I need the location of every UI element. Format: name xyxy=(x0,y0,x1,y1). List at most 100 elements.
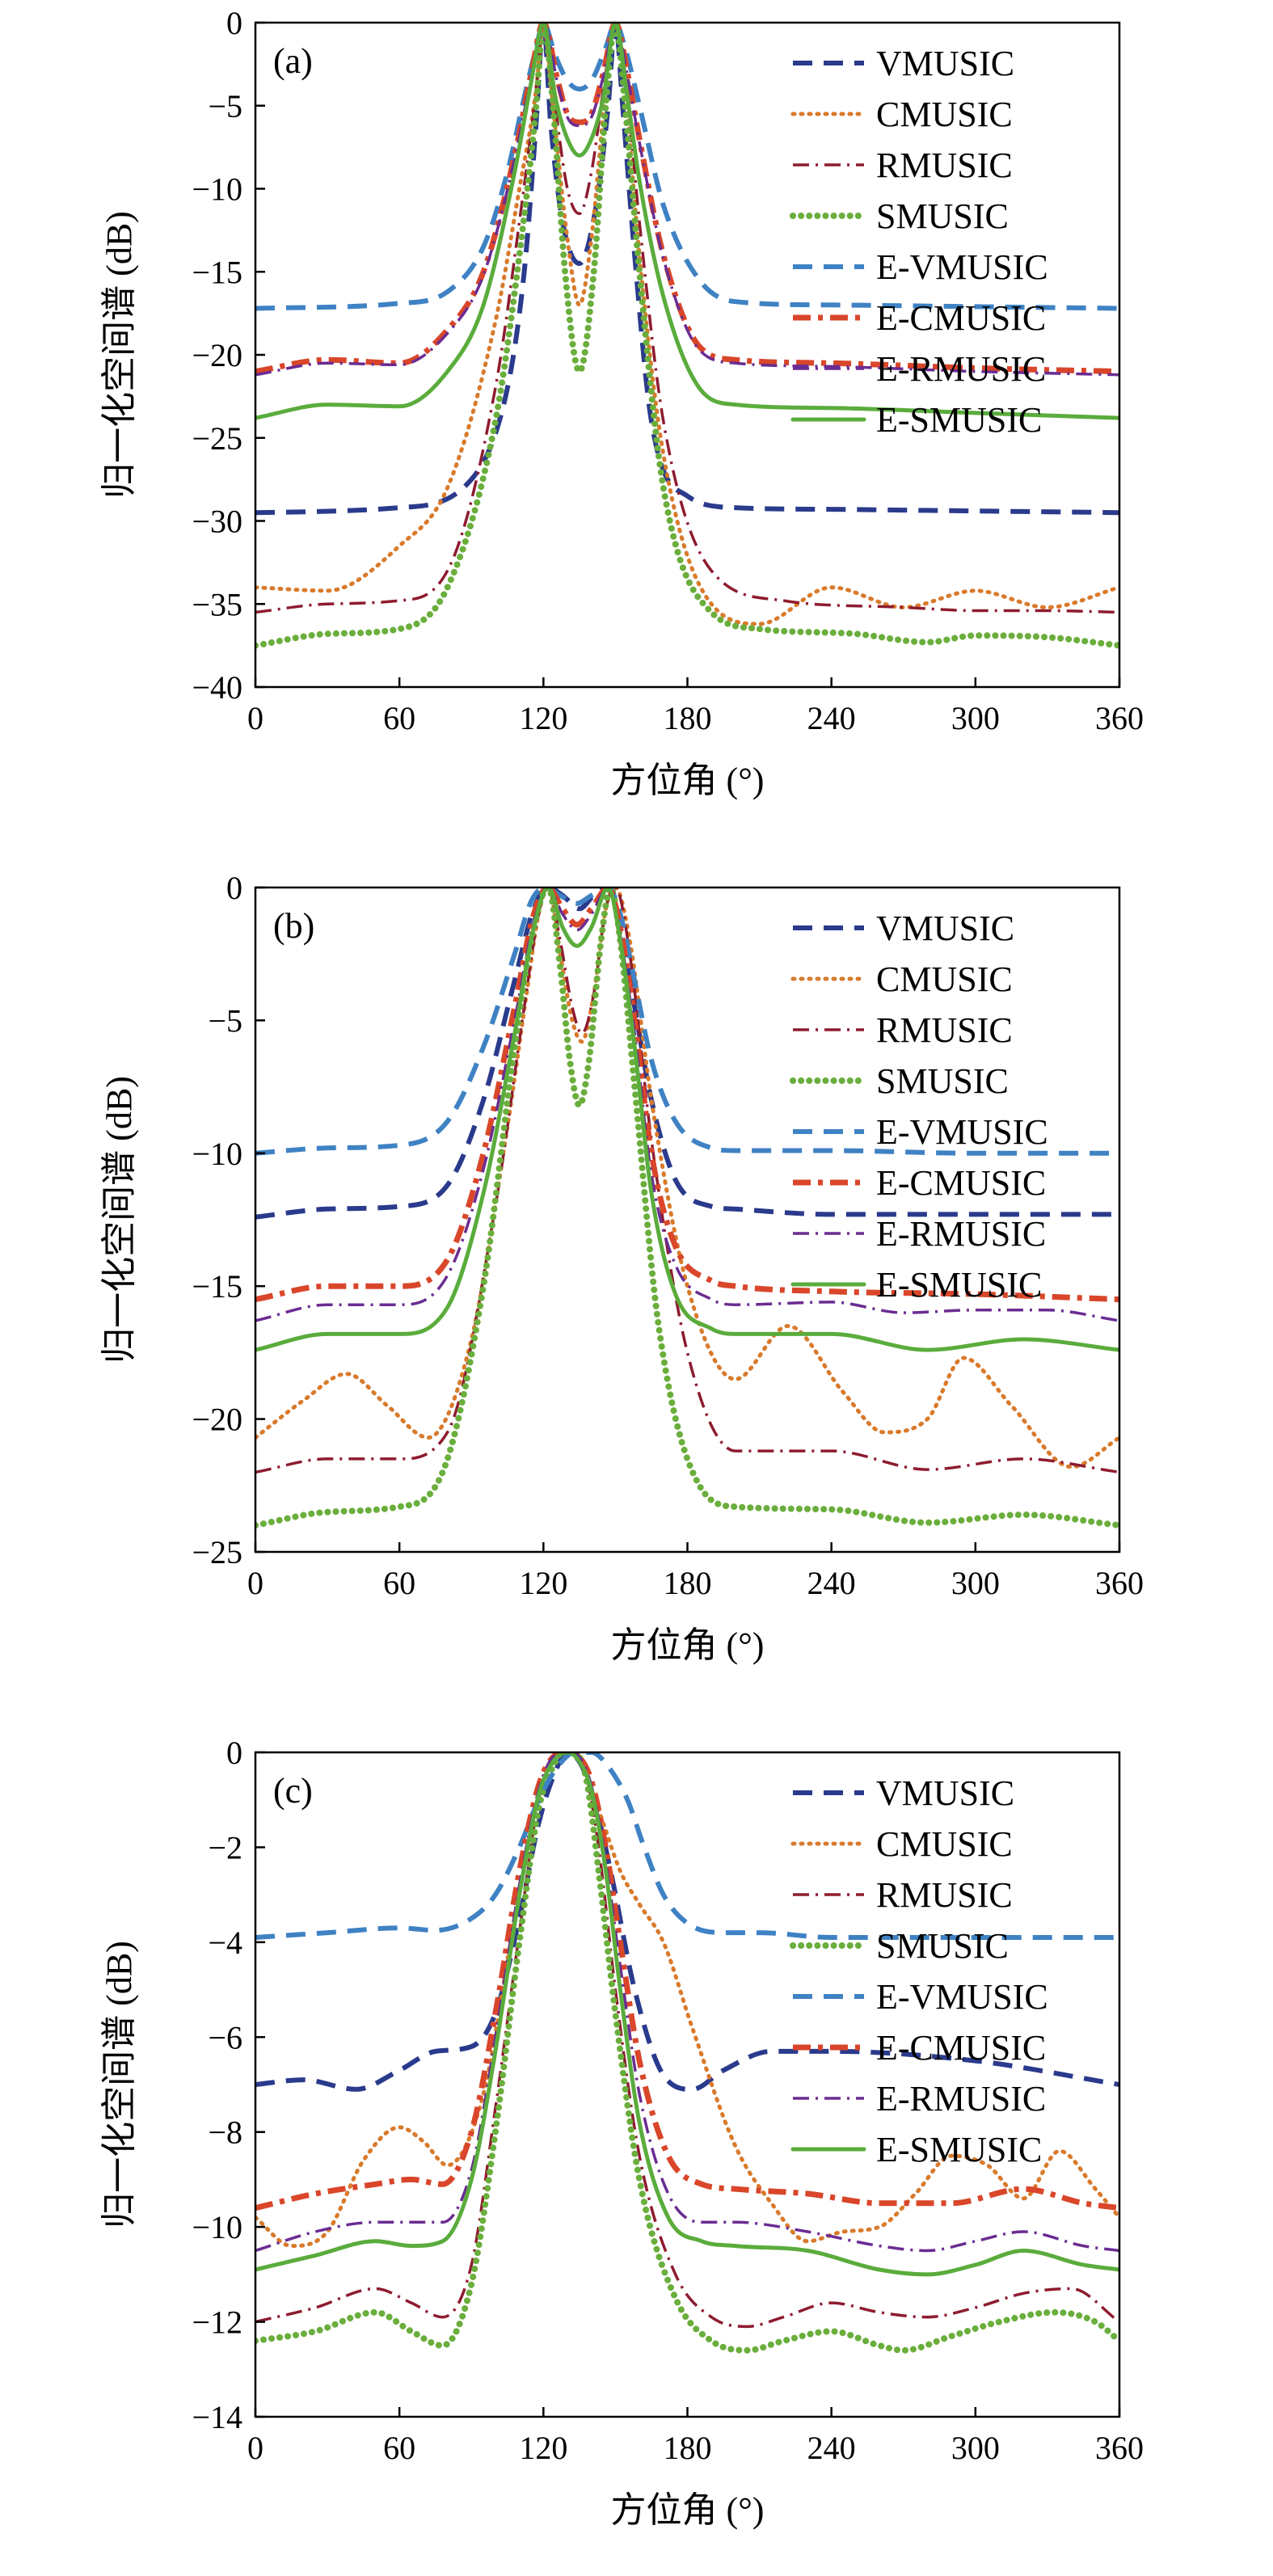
legend-label: E-SMUSIC xyxy=(876,1265,1042,1305)
legend-item-e-smusic: E-SMUSIC xyxy=(790,2130,1042,2169)
legend: VMUSIC CMUSIC RMUSIC SMUSIC E-VMUSIC E-CMUSIC… xyxy=(790,1773,1048,2169)
legend-label: E-CMUSIC xyxy=(876,2028,1046,2068)
legend-label: RMUSIC xyxy=(876,1875,1013,1915)
legend-label: E-SMUSIC xyxy=(876,400,1042,440)
series-line-cmusic xyxy=(255,1752,1119,2249)
x-tick-label: 300 xyxy=(951,2430,1000,2466)
legend-item-e-vmusic: E-VMUSIC xyxy=(793,247,1048,287)
x-tick-label: 240 xyxy=(807,1565,856,1601)
x-tick-label: 180 xyxy=(664,1565,712,1601)
x-tick-label: 360 xyxy=(1095,700,1144,736)
y-tick-label: −20 xyxy=(192,337,242,373)
x-tick-label: 0 xyxy=(247,700,263,736)
legend-item-e-rmusic: E-RMUSIC xyxy=(793,1214,1046,1254)
x-tick-label: 360 xyxy=(1095,2430,1144,2466)
y-tick-label: −5 xyxy=(208,1002,242,1039)
legend-label: E-VMUSIC xyxy=(876,247,1048,287)
panel-label: (a) xyxy=(273,41,313,81)
legend-item-rmusic: RMUSIC xyxy=(793,145,1013,185)
legend-item-smusic: SMUSIC xyxy=(790,196,1009,236)
legend-item-e-vmusic: E-VMUSIC xyxy=(793,1112,1048,1152)
legend-label: SMUSIC xyxy=(876,1061,1009,1101)
legend-item-smusic: SMUSIC xyxy=(790,1061,1009,1101)
x-axis-title: 方位角 (°) xyxy=(611,1625,765,1665)
legend-item-e-smusic: E-SMUSIC xyxy=(790,1265,1042,1305)
legend-label: RMUSIC xyxy=(876,1010,1013,1050)
legend-item-e-rmusic: E-RMUSIC xyxy=(793,2079,1046,2119)
y-tick-label: −25 xyxy=(192,1534,242,1570)
legend-item-vmusic: VMUSIC xyxy=(793,1773,1014,1813)
y-tick-label: −15 xyxy=(192,254,242,290)
y-tick-label: −10 xyxy=(192,1136,242,1172)
series-line-cmusic xyxy=(255,887,1119,1469)
legend-item-rmusic: RMUSIC xyxy=(793,1875,1013,1915)
panels: VMUSIC CMUSIC RMUSIC SMUSIC E-VMUSIC E-CMUSIC… xyxy=(99,5,1144,2530)
x-tick-label: 180 xyxy=(664,2430,712,2466)
legend-item-e-smusic: E-SMUSIC xyxy=(790,400,1042,440)
y-tick-label: −15 xyxy=(192,1268,242,1305)
legend-label: E-RMUSIC xyxy=(876,1214,1046,1254)
legend-label: E-RMUSIC xyxy=(876,349,1046,389)
y-tick-label: −40 xyxy=(192,669,242,706)
y-tick-label: 0 xyxy=(226,1735,242,1771)
series-line-e-smusic xyxy=(255,1752,1119,2277)
x-tick-label: 120 xyxy=(519,700,567,736)
legend-item-e-cmusic: E-CMUSIC xyxy=(793,1163,1046,1203)
legend-label: E-RMUSIC xyxy=(876,2079,1046,2119)
legend-label: VMUSIC xyxy=(876,1773,1014,1813)
x-tick-label: 0 xyxy=(247,1565,263,1601)
y-axis-title: 归一化空间谱 (dB) xyxy=(99,1076,139,1364)
legend-label: E-CMUSIC xyxy=(876,1163,1046,1203)
x-tick-label: 300 xyxy=(951,1565,1000,1601)
x-tick-label: 120 xyxy=(519,2430,567,2466)
y-tick-label: −10 xyxy=(192,171,242,208)
series-line-e-smusic xyxy=(255,23,1119,420)
legend-label: E-CMUSIC xyxy=(876,298,1046,338)
legend-item-rmusic: RMUSIC xyxy=(793,1010,1013,1050)
legend-label: CMUSIC xyxy=(876,95,1013,134)
x-tick-label: 60 xyxy=(383,700,415,736)
series-line-vmusic xyxy=(255,23,1119,516)
x-axis-title: 方位角 (°) xyxy=(611,761,765,800)
legend: VMUSIC CMUSIC RMUSIC SMUSIC E-VMUSIC E-CMUSIC… xyxy=(790,44,1048,440)
legend-label: E-VMUSIC xyxy=(876,1112,1048,1152)
legend-label: VMUSIC xyxy=(876,44,1014,83)
series-line-smusic xyxy=(255,23,1119,649)
y-tick-label: −30 xyxy=(192,504,242,540)
legend-item-smusic: SMUSIC xyxy=(790,1926,1009,1966)
y-axis-title: 归一化空间谱 (dB) xyxy=(99,211,139,499)
legend-item-cmusic: CMUSIC xyxy=(790,959,1013,999)
legend-item-vmusic: VMUSIC xyxy=(793,909,1014,948)
legend-item-cmusic: CMUSIC xyxy=(790,95,1013,134)
series-group xyxy=(255,1752,1119,2354)
legend-label: CMUSIC xyxy=(876,1824,1013,1864)
y-tick-label: −2 xyxy=(208,1829,242,1866)
legend-item-e-cmusic: E-CMUSIC xyxy=(793,2028,1046,2068)
panel-label: (c) xyxy=(273,1771,313,1811)
y-tick-label: −8 xyxy=(208,2114,242,2151)
x-tick-label: 240 xyxy=(807,2430,856,2466)
panel-label: (b) xyxy=(273,906,314,946)
legend-item-e-cmusic: E-CMUSIC xyxy=(793,298,1046,338)
y-tick-label: −6 xyxy=(208,2019,242,2055)
legend-label: E-VMUSIC xyxy=(876,1977,1048,2017)
series-line-e-rmusic xyxy=(255,23,1119,377)
legend-item-e-vmusic: E-VMUSIC xyxy=(793,1977,1048,2017)
legend-label: E-SMUSIC xyxy=(876,2130,1042,2169)
y-tick-label: −35 xyxy=(192,586,242,622)
y-tick-label: 0 xyxy=(226,5,242,41)
legend-item-cmusic: CMUSIC xyxy=(790,1824,1013,1864)
y-tick-label: −10 xyxy=(192,2209,242,2245)
y-tick-label: −5 xyxy=(208,88,242,124)
legend-item-vmusic: VMUSIC xyxy=(793,44,1014,83)
legend-label: VMUSIC xyxy=(876,909,1014,948)
x-tick-label: 60 xyxy=(383,2430,415,2466)
y-tick-label: −4 xyxy=(208,1925,242,1961)
legend: VMUSIC CMUSIC RMUSIC SMUSIC E-VMUSIC E-CMUSIC… xyxy=(790,909,1048,1305)
series-line-smusic xyxy=(255,1752,1119,2354)
y-tick-label: −12 xyxy=(192,2304,242,2341)
series-line-smusic xyxy=(255,887,1119,1529)
series-line-rmusic xyxy=(255,1752,1119,2329)
legend-label: RMUSIC xyxy=(876,145,1013,185)
